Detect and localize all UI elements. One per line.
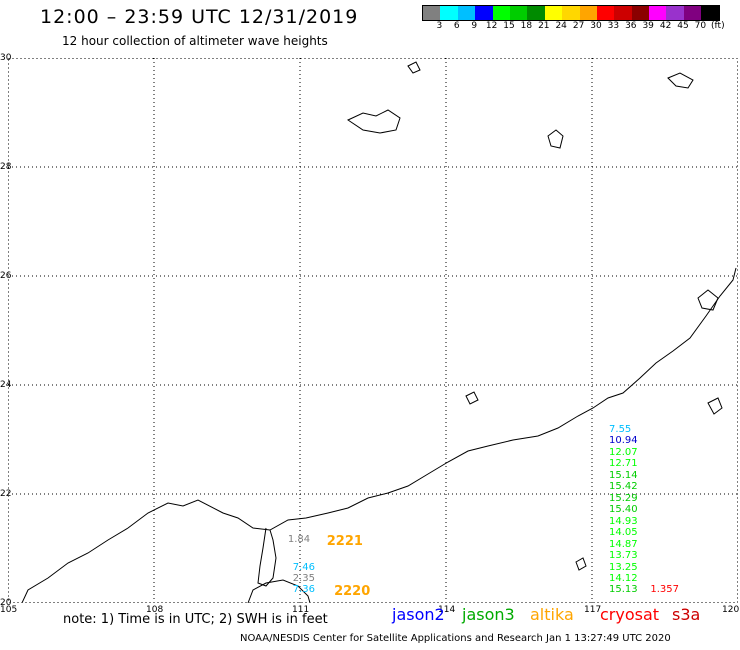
legend-swatch <box>666 6 684 20</box>
legend-label: 15 <box>503 21 515 31</box>
legend-swatch <box>596 6 615 20</box>
lon-tick-label: 117 <box>584 605 602 615</box>
legend-label: (ft) <box>711 21 725 31</box>
lon-tick-label: 114 <box>438 605 456 615</box>
page-subtitle: 12 hour collection of altimeter wave hei… <box>62 34 328 48</box>
legend-label: 3 <box>436 21 443 31</box>
lat-tick-label: 20 <box>0 598 12 608</box>
legend-label: 45 <box>677 21 689 31</box>
swh-value: 15.40 <box>609 504 638 516</box>
legend-label: 42 <box>659 21 672 31</box>
legend-label: 30 <box>590 21 602 31</box>
lat-tick-label: 28 <box>0 162 12 172</box>
color-legend <box>422 5 720 21</box>
swh-value: 7.46 <box>292 561 315 573</box>
legend-swatch <box>544 6 563 20</box>
legend-swatch <box>614 6 632 20</box>
wave-height-map[interactable] <box>8 58 738 603</box>
islands-coast-2 <box>707 397 723 415</box>
legend-swatch <box>579 6 597 20</box>
legend-swatch <box>562 6 580 20</box>
lat-tick-label: 26 <box>0 271 12 281</box>
swh-value: 15.14 <box>609 470 638 481</box>
page-title: 12:00 – 23:59 UTC 12/31/2019 <box>40 6 359 28</box>
legend-swatch <box>527 6 545 20</box>
satellite-label-altika: altika <box>530 605 574 624</box>
footer-note: note: 1) Time is in UTC; 2) SWH is in fe… <box>63 612 328 627</box>
islands-coast-3 <box>465 391 479 405</box>
legend-label: 6 <box>453 21 460 31</box>
swh-value: 2221 <box>326 533 363 549</box>
swh-value: 1.84 <box>287 533 311 545</box>
satellite-label-s3a: s3a <box>672 605 701 624</box>
swh-value: 12.07 <box>609 446 638 458</box>
legend-swatch <box>475 6 493 20</box>
satellite-label-cryosat: cryosat <box>600 605 660 624</box>
islands-north-1 <box>346 109 401 134</box>
credit-line: NOAA/NESDIS Center for Satellite Applica… <box>240 633 671 644</box>
lon-tick-label: 108 <box>146 605 164 615</box>
legend-swatch <box>440 6 458 20</box>
swh-value: 13.25 <box>609 561 638 573</box>
islands-north-3 <box>547 129 564 149</box>
lat-tick-label: 30 <box>0 53 12 63</box>
legend-label: 21 <box>538 21 550 31</box>
swh-value: 7.55 <box>609 423 632 435</box>
lon-tick-label: 120 <box>722 605 740 615</box>
legend-label: 36 <box>625 21 637 31</box>
map-frame <box>8 58 738 603</box>
islands-north-4 <box>407 61 421 74</box>
mainland-coastline <box>21 267 737 603</box>
swh-value: 13.73 <box>609 550 638 562</box>
satellite-label-jason3: jason3 <box>462 605 515 624</box>
legend-label: 9 <box>471 21 478 31</box>
leizhou-peninsula <box>257 527 277 587</box>
lon-tick-label: 111 <box>292 605 310 615</box>
swh-value: 14.93 <box>609 515 638 527</box>
color-legend-labels: 3 6 9 12 15 18 21 24 27 30 33 36 39 42 45 70 (ft) <box>422 21 740 33</box>
satellite-label-jason2: jason2 <box>392 605 445 624</box>
legend-label: 27 <box>572 21 585 31</box>
legend-swatch <box>631 6 650 20</box>
islands-coast-4 <box>575 557 587 571</box>
swh-value: 12.71 <box>609 458 638 470</box>
legend-swatch <box>492 6 510 20</box>
swh-value: 1.357 <box>650 584 680 596</box>
swh-value: 10.94 <box>609 435 638 447</box>
swh-value: 14.12 <box>609 573 638 585</box>
swh-value: 14.87 <box>609 538 638 550</box>
legend-swatch <box>683 6 702 20</box>
legend-swatch <box>423 6 441 20</box>
swh-value: 2.35 <box>292 573 315 585</box>
swh-value: 15.42 <box>609 481 638 493</box>
hainan-island <box>247 579 311 603</box>
lat-tick-label: 24 <box>0 380 12 390</box>
swh-value: 2220 <box>334 584 371 600</box>
lat-lon-grid <box>8 58 738 603</box>
swh-value: 7.36 <box>292 584 315 596</box>
legend-swatch <box>509 6 528 20</box>
lon-tick-label: 105 <box>0 605 18 615</box>
coastline <box>21 61 737 603</box>
legend-swatch <box>457 6 476 20</box>
swh-value: 15.29 <box>609 492 638 504</box>
islands-coast-1 <box>697 289 719 311</box>
legend-label: 18 <box>520 21 533 31</box>
legend-label: 33 <box>607 21 620 31</box>
legend-label: 39 <box>642 21 654 31</box>
swh-value: 15.13 <box>609 584 638 596</box>
legend-label: 70 <box>694 21 707 31</box>
islands-north-2 <box>667 72 694 89</box>
legend-label: 24 <box>555 21 567 31</box>
legend-swatch <box>649 6 667 20</box>
swh-value: 14.05 <box>609 527 638 539</box>
legend-label: 12 <box>485 21 498 31</box>
legend-swatch <box>701 6 719 20</box>
lat-tick-label: 22 <box>0 489 12 499</box>
